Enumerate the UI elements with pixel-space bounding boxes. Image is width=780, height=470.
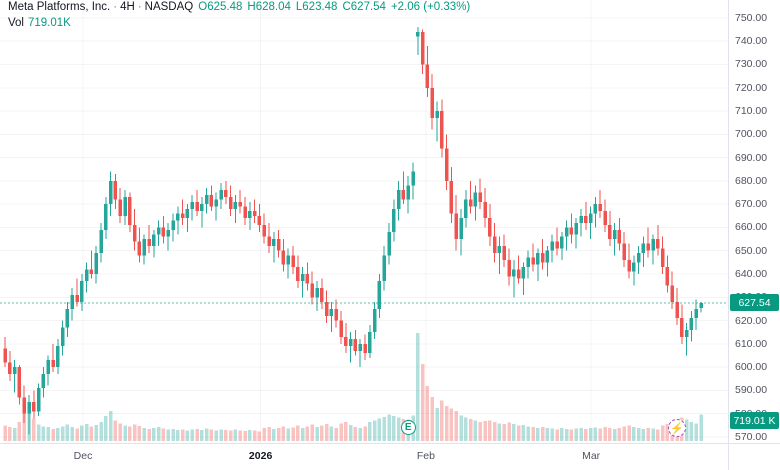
price-tick-label: 720.00 — [735, 81, 768, 94]
chart-plot-area[interactable]: E ⚡ — [0, 0, 728, 443]
price-tick-label: 660.00 — [735, 221, 768, 234]
price-tick-label: 740.00 — [735, 35, 768, 48]
symbol-line: Meta Platforms, Inc. · 4H · NASDAQ O625.48 H62… — [8, 0, 470, 15]
price-tick-label: 570.00 — [735, 430, 768, 443]
time-tick-label: 2026 — [248, 450, 273, 462]
separator-dot: · — [137, 1, 142, 13]
volume-label: Vol — [8, 17, 24, 29]
price-scale[interactable]: 627.54 719.01 K 750.00 740.00 730.00 720.00… — [728, 0, 780, 443]
price-tick-label: 640.00 — [735, 267, 768, 280]
volume-value: 719.01K — [28, 17, 71, 29]
price-tick-label: 590.00 — [735, 384, 768, 397]
price-tick-label: 750.00 — [735, 11, 768, 24]
price-tick-label: 690.00 — [735, 151, 768, 164]
price-tick-label: 670.00 — [735, 198, 768, 211]
flash-icon[interactable]: ⚡ — [668, 419, 686, 437]
price-tick-label: 710.00 — [735, 105, 768, 118]
time-tick-label: Feb — [416, 450, 435, 462]
price-tick-label: 680.00 — [735, 174, 768, 187]
price-tick-label: 620.00 — [735, 314, 768, 327]
last-price-badge: 627.54 — [730, 294, 779, 312]
separator-dot: · — [113, 1, 118, 13]
price-tick-label: 600.00 — [735, 361, 768, 374]
chart-interval[interactable]: 4H — [120, 1, 135, 13]
price-tick-label: 650.00 — [735, 244, 768, 257]
symbol-legend: Meta Platforms, Inc. · 4H · NASDAQ O625.48 H62… — [8, 0, 470, 31]
symbol-name[interactable]: Meta Platforms, Inc. — [8, 1, 111, 13]
axis-corner — [728, 443, 780, 470]
ohlc-values: O625.48 H628.04 L623.48 C627.54 +2.06 (+0.33… — [198, 1, 471, 13]
volume-badge: 719.01 K — [730, 412, 779, 429]
candlestick-chart[interactable] — [0, 0, 728, 443]
lightning-glyph: ⚡ — [670, 422, 684, 435]
time-scale[interactable]: Dec 2026 Feb Mar — [0, 443, 728, 470]
volume-line: Vol 719.01K — [8, 16, 470, 31]
price-tick-label: 730.00 — [735, 58, 768, 71]
price-change: +2.06 (+0.33%) — [390, 1, 471, 13]
exchange-name: NASDAQ — [144, 1, 194, 13]
earnings-marker-icon[interactable]: E — [400, 420, 416, 435]
time-tick-label: Mar — [582, 450, 601, 462]
price-tick-label: 610.00 — [735, 337, 768, 350]
time-tick-label: Dec — [73, 450, 93, 462]
price-tick-label: 700.00 — [735, 128, 768, 141]
earnings-marker-label: E — [404, 422, 412, 433]
